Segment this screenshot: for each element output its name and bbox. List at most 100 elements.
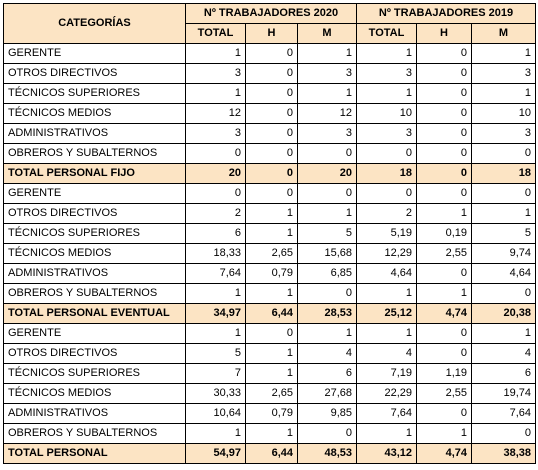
cell-h-2020: 1 <box>245 223 298 244</box>
cell-total-2020: 10,64 <box>185 403 246 424</box>
cell-total-2020: 0 <box>185 143 246 164</box>
category-label: OBREROS Y SUBALTERNOS <box>3 423 186 444</box>
year-2020-header: Nº TRABAJADORES 2020 <box>185 3 357 24</box>
cell-m-2020: 9,85 <box>297 403 357 424</box>
cell-total-2020: 1 <box>185 43 246 64</box>
table-row: TÉCNICOS SUPERIORES 6 1 5 5,19 0,19 5 <box>3 223 536 244</box>
col-m-2019: M <box>471 23 536 44</box>
cell-m-2020: 15,68 <box>297 243 357 264</box>
cell-total-2019: 0 <box>356 183 417 204</box>
cell-m-2020: 1 <box>297 83 357 104</box>
cell-total-2020: 1 <box>185 83 246 104</box>
total-label: TOTAL PERSONAL FIJO <box>3 163 186 184</box>
table-row: TÉCNICOS MEDIOS 30,33 2,65 27,68 22,29 2,55 19… <box>3 383 536 404</box>
total-row: TOTAL PERSONAL EVENTUAL 34,97 6,44 28,53 25,… <box>3 303 536 324</box>
cell-total-2020: 18,33 <box>185 243 246 264</box>
cell-h-2019: 4,74 <box>416 443 472 464</box>
cell-total-2019: 18 <box>356 163 417 184</box>
cell-m-2019: 7,64 <box>471 403 536 424</box>
cell-m-2019: 4,64 <box>471 263 536 284</box>
cell-m-2019: 1 <box>471 83 536 104</box>
table-row: OBREROS Y SUBALTERNOS 0 0 0 0 0 0 <box>3 143 536 164</box>
cell-h-2020: 6,44 <box>245 303 298 324</box>
total-row: TOTAL PERSONAL FIJO 20 0 20 18 0 18 <box>3 163 536 184</box>
cell-total-2019: 1 <box>356 423 417 444</box>
cell-m-2019: 19,74 <box>471 383 536 404</box>
table-row: ADMINISTRATIVOS 3 0 3 3 0 3 <box>3 123 536 144</box>
categories-header: CATEGORÍAS <box>3 3 186 44</box>
cell-m-2020: 12 <box>297 103 357 124</box>
cell-h-2019: 2,55 <box>416 383 472 404</box>
cell-h-2019: 0 <box>416 323 472 344</box>
cell-total-2020: 1 <box>185 423 246 444</box>
category-label: OBREROS Y SUBALTERNOS <box>3 283 186 304</box>
cell-total-2020: 2 <box>185 203 246 224</box>
cell-m-2019: 38,38 <box>471 443 536 464</box>
cell-total-2020: 34,97 <box>185 303 246 324</box>
cell-m-2019: 1 <box>471 43 536 64</box>
cell-total-2020: 0 <box>185 183 246 204</box>
cell-h-2019: 0 <box>416 123 472 144</box>
staff-table: CATEGORÍAS Nº TRABAJADORES 2020 Nº TRABA… <box>3 3 536 464</box>
table-row: ADMINISTRATIVOS 7,64 0,79 6,85 4,64 0 4,64 <box>3 263 536 284</box>
category-label: TÉCNICOS SUPERIORES <box>3 83 186 104</box>
cell-total-2019: 43,12 <box>356 443 417 464</box>
cell-h-2020: 2,65 <box>245 383 298 404</box>
category-label: TÉCNICOS SUPERIORES <box>3 223 186 244</box>
category-label: TÉCNICOS MEDIOS <box>3 243 186 264</box>
cell-total-2020: 3 <box>185 123 246 144</box>
cell-m-2019: 3 <box>471 63 536 84</box>
staff-table-container: CATEGORÍAS Nº TRABAJADORES 2020 Nº TRABA… <box>3 3 536 464</box>
cell-m-2020: 20 <box>297 163 357 184</box>
cell-m-2019: 6 <box>471 363 536 384</box>
col-total-2020: TOTAL <box>185 23 246 44</box>
total-label: TOTAL PERSONAL EVENTUAL <box>3 303 186 324</box>
category-label: GERENTE <box>3 183 186 204</box>
cell-h-2020: 0,79 <box>245 263 298 284</box>
cell-m-2020: 48,53 <box>297 443 357 464</box>
category-label: TÉCNICOS MEDIOS <box>3 103 186 124</box>
cell-h-2020: 2,65 <box>245 243 298 264</box>
cell-h-2020: 1 <box>245 363 298 384</box>
category-label: GERENTE <box>3 43 186 64</box>
cell-m-2020: 28,53 <box>297 303 357 324</box>
cell-m-2020: 3 <box>297 123 357 144</box>
cell-m-2020: 27,68 <box>297 383 357 404</box>
cell-h-2019: 0 <box>416 63 472 84</box>
cell-total-2020: 1 <box>185 323 246 344</box>
cell-h-2020: 0 <box>245 63 298 84</box>
cell-h-2019: 0 <box>416 163 472 184</box>
category-label: OTROS DIRECTIVOS <box>3 63 186 84</box>
cell-h-2020: 0,79 <box>245 403 298 424</box>
cell-h-2020: 1 <box>245 203 298 224</box>
cell-total-2019: 12,29 <box>356 243 417 264</box>
cell-m-2019: 1 <box>471 203 536 224</box>
cell-m-2020: 5 <box>297 223 357 244</box>
category-label: TÉCNICOS SUPERIORES <box>3 363 186 384</box>
cell-m-2019: 0 <box>471 183 536 204</box>
cell-h-2020: 0 <box>245 163 298 184</box>
table-row: ADMINISTRATIVOS 10,64 0,79 9,85 7,64 0 7,64 <box>3 403 536 424</box>
cell-m-2019: 20,38 <box>471 303 536 324</box>
cell-total-2019: 7,19 <box>356 363 417 384</box>
category-label: OTROS DIRECTIVOS <box>3 343 186 364</box>
cell-m-2019: 0 <box>471 143 536 164</box>
cell-total-2020: 5 <box>185 343 246 364</box>
category-label: OBREROS Y SUBALTERNOS <box>3 143 186 164</box>
cell-total-2019: 1 <box>356 43 417 64</box>
cell-total-2019: 22,29 <box>356 383 417 404</box>
table-row: TÉCNICOS SUPERIORES 1 0 1 1 0 1 <box>3 83 536 104</box>
cell-total-2019: 1 <box>356 283 417 304</box>
cell-h-2020: 0 <box>245 103 298 124</box>
cell-total-2020: 12 <box>185 103 246 124</box>
cell-h-2020: 0 <box>245 143 298 164</box>
cell-h-2019: 0,19 <box>416 223 472 244</box>
cell-total-2019: 4 <box>356 343 417 364</box>
category-label: TÉCNICOS MEDIOS <box>3 383 186 404</box>
cell-h-2020: 6,44 <box>245 443 298 464</box>
cell-m-2019: 10 <box>471 103 536 124</box>
table-row: GERENTE 1 0 1 1 0 1 <box>3 43 536 64</box>
cell-total-2019: 1 <box>356 323 417 344</box>
cell-m-2019: 1 <box>471 323 536 344</box>
cell-total-2020: 6 <box>185 223 246 244</box>
